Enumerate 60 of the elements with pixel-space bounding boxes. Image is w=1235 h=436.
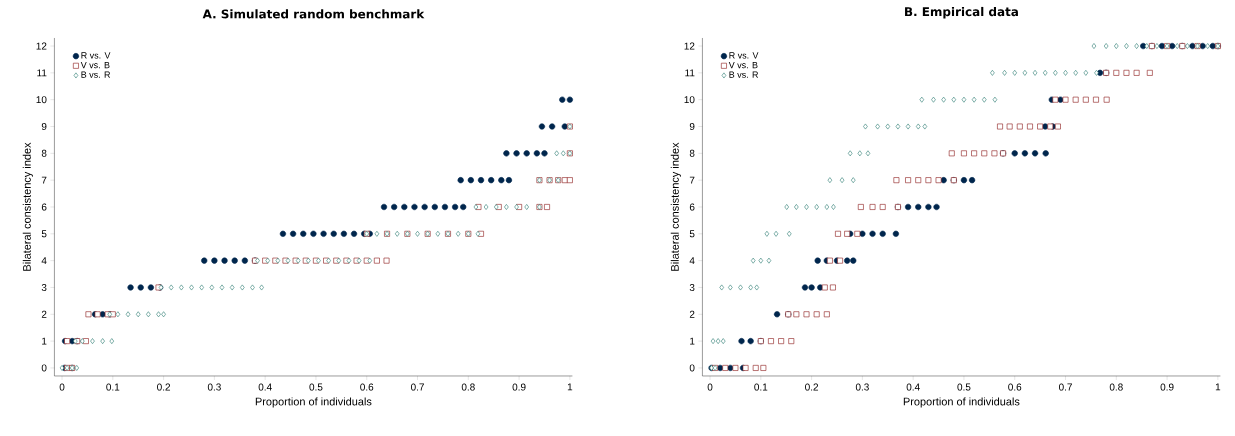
y-tick-label: 6	[689, 203, 695, 211]
y-tick-label: 4	[689, 257, 695, 265]
y-tick-label: 3	[689, 283, 695, 291]
x-tick-label: 0.5	[309, 383, 323, 391]
legend-label: V vs. B	[80, 61, 110, 69]
y-tick-label: 1	[42, 337, 47, 345]
y-tick-label: 1	[690, 337, 695, 345]
x-tick-label: 0.7	[1058, 383, 1072, 391]
chart-title: A. Simulated random benchmark	[202, 9, 425, 19]
y-tick-label: 9	[689, 122, 695, 131]
y-tick-label: 7	[689, 176, 695, 184]
y-tick-label: 10	[684, 96, 695, 104]
x-tick-label: 0.6	[360, 383, 374, 391]
y-tick-label: 3	[41, 283, 47, 291]
x-tick-label: 0.3	[855, 383, 869, 391]
y-tick-label: 5	[689, 230, 695, 238]
x-tick-label: 0.9	[1160, 383, 1174, 391]
x-tick-label: 0.9	[512, 383, 526, 391]
x-axis-title: Proportion of individuals	[903, 397, 1020, 408]
x-tick-label: 0.4	[906, 383, 920, 391]
y-tick-label: 11	[37, 69, 47, 77]
x-tick-label: 1	[1215, 383, 1221, 391]
y-tick-label: 9	[41, 122, 47, 131]
y-tick-label: 7	[41, 176, 47, 184]
legend-label: B vs. R	[729, 71, 759, 78]
x-tick-label: 0.8	[1109, 383, 1123, 391]
x-tick-label: 0.1	[754, 383, 768, 391]
y-tick-label: 8	[689, 149, 695, 157]
y-tick-label: 2	[41, 310, 47, 318]
x-axis-title: Proportion of individuals	[255, 397, 372, 408]
y-axis-title: Bilateral consistency index	[22, 142, 33, 271]
x-tick-label: 0.6	[1008, 383, 1022, 391]
x-tick-label: 0.2	[805, 383, 819, 391]
legend-label: V vs. B	[728, 61, 758, 69]
y-axis-title: Bilateral consistency index	[670, 142, 681, 271]
x-tick-label: 0.1	[106, 383, 120, 391]
x-tick-label: 0.4	[258, 383, 272, 391]
y-tick-label: 8	[41, 149, 47, 157]
y-tick-label: 0	[689, 364, 695, 372]
x-tick-label: 0.7	[410, 383, 424, 391]
y-tick-label: 12	[36, 42, 47, 50]
y-tick-label: 0	[41, 364, 47, 372]
x-tick-label: 0.5	[957, 383, 971, 391]
x-tick-label: 1	[567, 383, 573, 391]
legend-label: R vs. V	[81, 52, 111, 59]
y-tick-label: 6	[41, 203, 47, 211]
x-tick-label: 0.8	[461, 383, 475, 391]
y-tick-label: 12	[684, 42, 695, 50]
x-tick-label: 0	[59, 383, 65, 391]
y-tick-label: 2	[689, 310, 695, 318]
y-tick-label: 11	[685, 69, 695, 77]
x-tick-label: 0.3	[207, 383, 221, 391]
y-tick-label: 10	[36, 96, 47, 104]
x-tick-label: 0.2	[157, 383, 171, 391]
y-tick-label: 5	[41, 230, 47, 238]
chart-title: B. Empirical data	[905, 6, 1018, 19]
legend-label: R vs. V	[729, 52, 759, 59]
legend-label: B vs. R	[81, 71, 111, 78]
x-tick-label: 0	[707, 383, 713, 391]
y-tick-label: 4	[41, 257, 47, 265]
